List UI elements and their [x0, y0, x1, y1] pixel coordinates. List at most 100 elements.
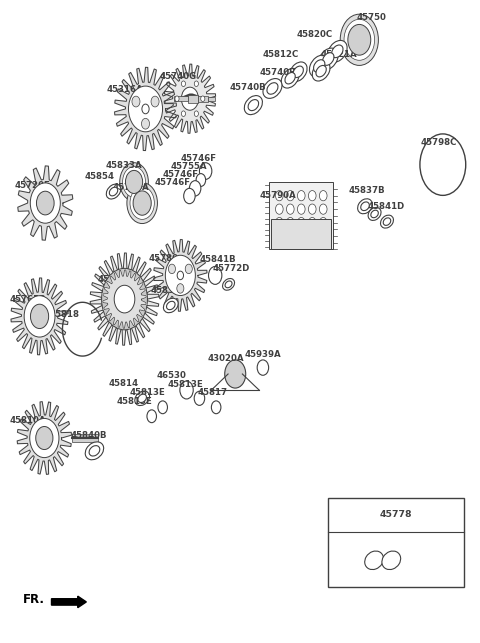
Ellipse shape — [313, 60, 325, 73]
Text: 45834A: 45834A — [150, 285, 187, 294]
Circle shape — [177, 271, 183, 280]
Text: 45814: 45814 — [109, 379, 139, 388]
Circle shape — [257, 360, 269, 376]
Ellipse shape — [293, 66, 303, 78]
Polygon shape — [17, 402, 72, 475]
Circle shape — [181, 81, 185, 87]
Circle shape — [287, 190, 294, 201]
Text: 45740B: 45740B — [260, 68, 297, 77]
Circle shape — [287, 231, 294, 241]
Bar — [207, 97, 215, 100]
Text: 45854: 45854 — [85, 172, 115, 181]
Text: 45817: 45817 — [198, 388, 228, 397]
FancyArrow shape — [51, 596, 86, 608]
Circle shape — [319, 190, 327, 201]
Bar — [198, 96, 207, 102]
Ellipse shape — [109, 187, 118, 196]
Circle shape — [114, 285, 135, 313]
Bar — [269, 182, 333, 249]
Circle shape — [151, 96, 159, 107]
Text: FR.: FR. — [23, 593, 45, 606]
Ellipse shape — [135, 391, 150, 406]
Ellipse shape — [310, 55, 329, 77]
Bar — [189, 95, 198, 102]
Circle shape — [142, 118, 149, 129]
Circle shape — [211, 401, 221, 413]
Circle shape — [165, 255, 195, 296]
Circle shape — [181, 111, 185, 116]
Circle shape — [168, 264, 176, 274]
Circle shape — [36, 426, 53, 449]
Circle shape — [276, 231, 283, 241]
Polygon shape — [11, 278, 68, 355]
Ellipse shape — [225, 281, 232, 288]
Ellipse shape — [248, 100, 259, 111]
Text: 43020A: 43020A — [207, 354, 244, 363]
Circle shape — [319, 231, 327, 241]
Ellipse shape — [382, 551, 401, 570]
Ellipse shape — [163, 298, 178, 312]
Ellipse shape — [312, 61, 330, 81]
Circle shape — [309, 190, 316, 201]
Circle shape — [122, 167, 145, 197]
Circle shape — [180, 381, 193, 399]
Circle shape — [319, 217, 327, 228]
Circle shape — [298, 204, 305, 214]
Polygon shape — [90, 253, 159, 345]
Text: 45772D: 45772D — [212, 264, 250, 273]
Ellipse shape — [361, 202, 369, 211]
Circle shape — [276, 190, 283, 201]
Ellipse shape — [316, 66, 326, 77]
Circle shape — [24, 296, 55, 337]
Circle shape — [225, 360, 246, 388]
Bar — [72, 434, 98, 442]
Ellipse shape — [167, 302, 175, 310]
Circle shape — [194, 81, 198, 87]
Circle shape — [309, 204, 316, 214]
Circle shape — [309, 231, 316, 241]
Polygon shape — [115, 68, 177, 150]
Circle shape — [276, 217, 283, 228]
Text: 45841D: 45841D — [368, 203, 405, 212]
Text: 45715A: 45715A — [112, 183, 149, 192]
Text: 45720F: 45720F — [15, 181, 50, 190]
Circle shape — [194, 111, 198, 116]
Ellipse shape — [319, 48, 338, 70]
Ellipse shape — [332, 45, 343, 58]
Circle shape — [30, 183, 60, 223]
Circle shape — [31, 304, 48, 329]
Circle shape — [319, 204, 327, 214]
Circle shape — [194, 392, 204, 405]
Text: 45813E: 45813E — [129, 388, 165, 397]
Circle shape — [298, 231, 305, 241]
Circle shape — [125, 170, 143, 194]
Ellipse shape — [365, 551, 384, 570]
Circle shape — [133, 191, 151, 215]
Circle shape — [30, 419, 59, 458]
Circle shape — [344, 19, 374, 60]
Bar — [271, 219, 331, 249]
Ellipse shape — [323, 53, 334, 66]
Ellipse shape — [371, 210, 378, 218]
Ellipse shape — [106, 184, 121, 199]
Circle shape — [190, 181, 201, 196]
Text: 45746F: 45746F — [163, 170, 199, 179]
Text: 45746F: 45746F — [154, 178, 190, 187]
Bar — [174, 96, 189, 101]
Text: 45765B: 45765B — [10, 294, 47, 303]
Circle shape — [208, 266, 222, 284]
Text: 45790A: 45790A — [259, 191, 296, 200]
Circle shape — [340, 14, 378, 66]
Text: 45755A: 45755A — [171, 162, 207, 171]
Circle shape — [298, 217, 305, 228]
Polygon shape — [154, 240, 207, 311]
Ellipse shape — [244, 96, 263, 114]
Text: 45740B: 45740B — [229, 84, 266, 93]
Ellipse shape — [267, 83, 278, 95]
Circle shape — [147, 410, 156, 422]
Text: 45837B: 45837B — [349, 186, 385, 195]
Text: 45798C: 45798C — [420, 138, 457, 147]
Polygon shape — [164, 64, 216, 133]
Circle shape — [175, 96, 179, 102]
Text: 45939A: 45939A — [245, 350, 281, 359]
